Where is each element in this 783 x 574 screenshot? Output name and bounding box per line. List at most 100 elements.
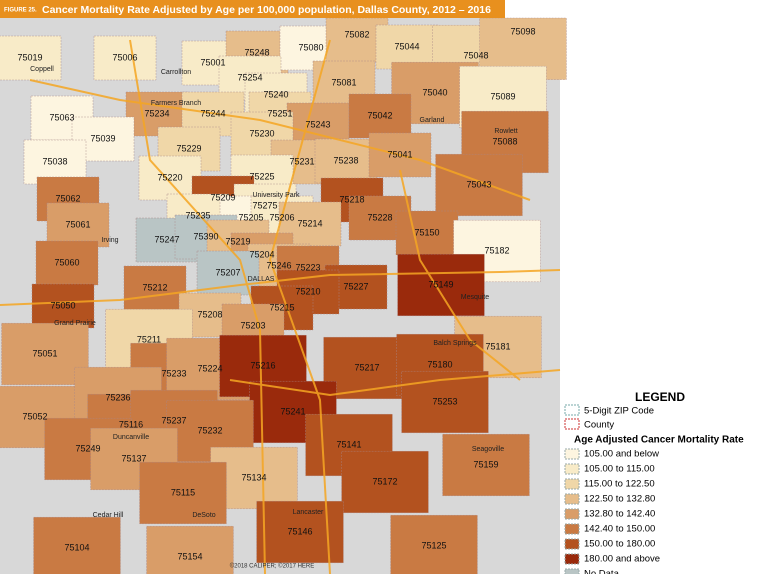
zip-label: 75048	[463, 50, 488, 60]
zip-label: 75207	[215, 267, 240, 277]
zip-label: 75253	[432, 396, 457, 406]
zip-label: 75215	[269, 302, 294, 312]
zip-label: 75150	[414, 227, 439, 237]
road	[129, 39, 266, 574]
place-label: Irving	[101, 237, 118, 244]
legend-label: 132.80 to 142.40	[584, 509, 655, 520]
zip-label: 75209	[210, 192, 235, 202]
place-label: Grand Prairie	[54, 320, 96, 327]
zip-label: 75206	[269, 212, 294, 222]
zip-region	[23, 139, 87, 185]
road	[29, 79, 531, 201]
zip-region	[341, 451, 429, 514]
place-label: University Park	[252, 192, 300, 199]
zip-label: 75043	[466, 179, 491, 189]
legend-label: 142.40 to 150.00	[584, 524, 655, 535]
zip-label: 75220	[157, 172, 182, 182]
zip-label: 75246	[266, 260, 291, 270]
zip-label: 75062	[55, 193, 80, 203]
credit: ©2018 CALIPER; ©2017 HERE	[230, 563, 315, 570]
zip-label: 75080	[298, 42, 323, 52]
title-bar	[0, 0, 505, 18]
zip-label: 75146	[287, 526, 312, 536]
legend-title: LEGEND	[635, 390, 685, 404]
zip-label: 75182	[484, 245, 509, 255]
road	[0, 269, 561, 306]
zip-label: 75172	[372, 476, 397, 486]
zip-region	[435, 153, 523, 216]
zip-label: 75208	[197, 309, 222, 319]
legend-label: 122.50 to 132.80	[584, 494, 655, 505]
legend-label: No Data	[584, 569, 620, 574]
legend-swatch	[564, 463, 580, 475]
place-label: Garland	[420, 117, 445, 124]
zip-label: 75115	[171, 487, 195, 497]
legend-swatch	[564, 523, 580, 535]
place-label: Duncanville	[113, 434, 149, 441]
zip-region	[375, 24, 439, 70]
zip-label: 75141	[336, 439, 361, 449]
zip-label: 75390	[193, 231, 218, 241]
legend-label: 150.00 to 180.00	[584, 539, 655, 550]
zip-label: 75225	[249, 171, 274, 181]
zip-label: 75227	[343, 281, 368, 291]
zip-region	[31, 283, 95, 329]
figure-number: FIGURE 25.	[4, 8, 37, 14]
zip-label: 75240	[263, 89, 288, 99]
zip-region	[146, 526, 234, 574]
zip-label: 75125	[421, 540, 446, 550]
zip-region	[395, 210, 459, 256]
zip-label: 75214	[297, 218, 322, 228]
zip-region	[368, 132, 432, 178]
zip-label: 75134	[241, 472, 266, 482]
zip-label: 75233	[161, 368, 186, 378]
zip-label: 75041	[387, 149, 412, 159]
zip-label: 75223	[295, 262, 320, 272]
zip-region	[1, 323, 89, 386]
zip-label: 75247	[154, 234, 179, 244]
road	[268, 39, 331, 574]
zip-label: 75040	[422, 87, 447, 97]
zip-region	[33, 517, 121, 574]
zip-label: 75237	[161, 415, 186, 425]
zip-label: 75244	[200, 108, 225, 118]
zip-label: 75098	[510, 26, 535, 36]
legend-swatch	[564, 493, 580, 505]
legend-label: 105.00 to 115.00	[584, 464, 655, 475]
legend-swatch	[564, 404, 580, 416]
zip-label: 75050	[50, 300, 75, 310]
zip-label: 75249	[75, 443, 100, 453]
legend-swatch	[564, 478, 580, 490]
zip-region	[348, 93, 412, 139]
zip-label: 75089	[490, 91, 515, 101]
zip-label: 75042	[367, 110, 392, 120]
zip-region	[123, 265, 187, 311]
legend-swatch	[564, 553, 580, 565]
zip-label: 75211	[137, 334, 161, 344]
title: Cancer Mortality Rate Adjusted by Age pe…	[42, 4, 491, 16]
zip-label: 75275	[252, 200, 277, 210]
zip-label: 75229	[176, 143, 201, 153]
zip-label: 75251	[267, 108, 292, 118]
zip-label: 75060	[54, 257, 79, 267]
zip-label: 75019	[17, 52, 42, 62]
zip-region	[93, 35, 157, 81]
zip-label: 75063	[49, 112, 74, 122]
zip-label: 75216	[250, 360, 275, 370]
zip-label: 75212	[142, 282, 167, 292]
zip-region	[390, 515, 478, 574]
zip-label: 75248	[244, 47, 269, 57]
zip-label: 75243	[305, 119, 330, 129]
legend-label: 105.00 and below	[584, 449, 659, 460]
legend-swatch	[564, 538, 580, 550]
zip-label: 75039	[90, 133, 115, 143]
zip-label: 75001	[200, 57, 225, 67]
zip-label: 75238	[333, 155, 358, 165]
place-label: Cedar Hill	[93, 512, 124, 519]
roads	[0, 39, 561, 574]
zip-label: 75228	[367, 212, 392, 222]
zip-label: 75254	[237, 72, 262, 82]
legend-subtitle: Age Adjusted Cancer Mortality Rate	[574, 435, 744, 446]
legend-label: County	[584, 420, 614, 431]
zip-region	[323, 337, 411, 400]
